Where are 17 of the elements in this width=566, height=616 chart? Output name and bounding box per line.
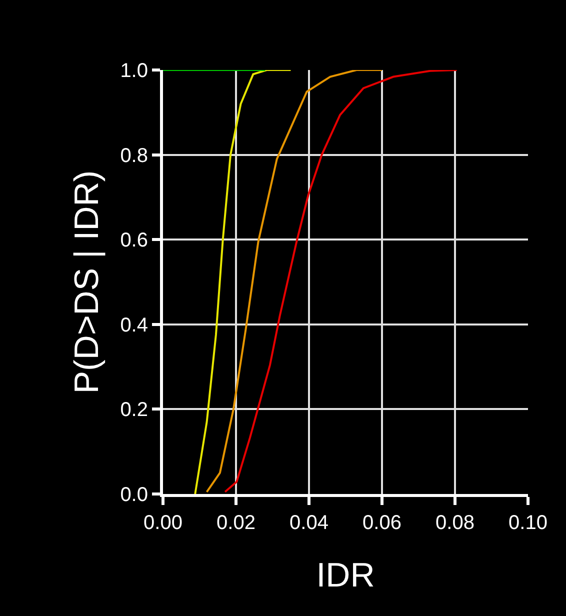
line-series (224, 70, 458, 493)
x-tick-label: 0.10 (508, 512, 548, 534)
y-tick-label: 0.8 (120, 144, 148, 167)
y-tick-label: 0.4 (120, 314, 148, 336)
y-tick-label: 0.6 (120, 230, 148, 252)
y-tick-label: 1.0 (120, 60, 148, 82)
x-tick-label: 0.02 (216, 512, 256, 534)
y-tick-label: 0.2 (120, 399, 148, 422)
y-axis-title: P(D>DS | IDR) (68, 170, 106, 394)
line-series (194, 70, 292, 494)
y-tick-label: 0.0 (120, 484, 148, 506)
x-axis-title: IDR (316, 556, 375, 594)
line-series (206, 70, 383, 493)
x-tick-label: 0.06 (362, 512, 402, 534)
x-tick-label: 0.00 (144, 512, 182, 534)
x-tick-label: 0.08 (436, 512, 474, 534)
x-tick-label: 0.04 (290, 512, 328, 534)
